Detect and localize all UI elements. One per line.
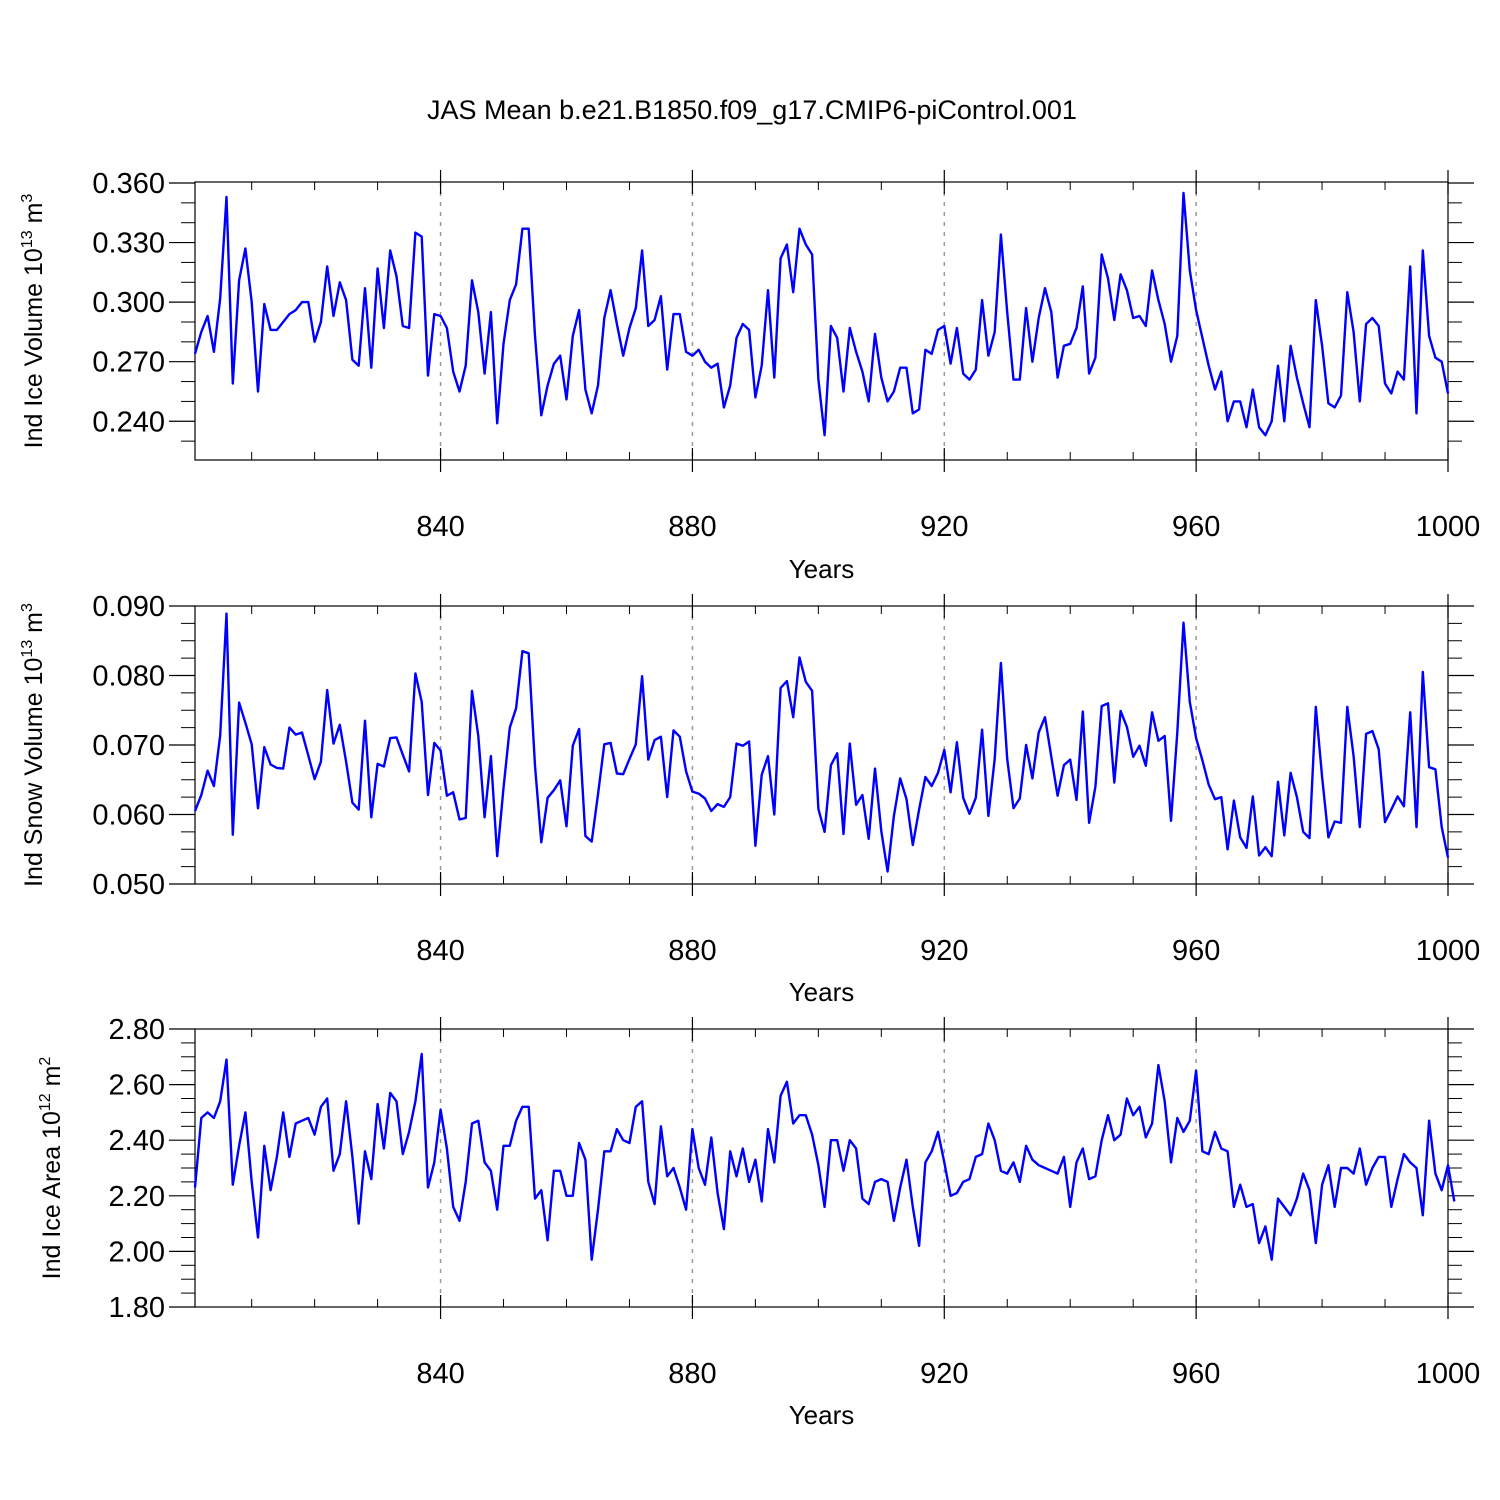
y-tick-label: 0.360	[92, 168, 165, 200]
y-tick-label: 2.80	[109, 1014, 165, 1046]
y-tick-label: 1.80	[109, 1292, 165, 1324]
x-tick-label: 1000	[1416, 935, 1481, 967]
y-tick-label: 2.20	[109, 1181, 165, 1213]
y-tick-label: 0.300	[92, 287, 165, 319]
x-tick-label: 880	[668, 511, 716, 543]
x-tick-label: 880	[668, 1358, 716, 1390]
series-line	[193, 1052, 1456, 1261]
plot-frame	[194, 1028, 1449, 1308]
x-tick-label: 1000	[1416, 511, 1481, 543]
x-axis-label: Years	[789, 1400, 855, 1430]
x-tick-label: 1000	[1416, 1358, 1481, 1390]
x-axis-label: Years	[789, 554, 855, 584]
y-tick-label: 0.090	[92, 591, 165, 623]
x-tick-label: 960	[1172, 935, 1220, 967]
y-tick-label: 0.060	[92, 800, 165, 832]
x-tick-label: 840	[416, 511, 464, 543]
panel-ice-volume: 840 880 920 960 1000 0.240 0.270 0.300 0.330 0.36…	[19, 168, 1480, 584]
x-tick-label: 920	[920, 935, 968, 967]
x-tick-label: 960	[1172, 511, 1220, 543]
y-axis-label: Ind Ice Volume 1013 m3	[19, 194, 48, 449]
y-tick-label: 2.60	[109, 1070, 165, 1102]
figure-title: JAS Mean b.e21.B1850.f09_g17.CMIP6-piCon…	[427, 95, 1077, 125]
y-tick-label: 0.330	[92, 228, 165, 260]
y-tick-label: 0.050	[92, 869, 165, 901]
x-tick-label: 920	[920, 1358, 968, 1390]
y-axis-label: Ind Ice Area 1012 m2	[37, 1057, 66, 1280]
x-tick-label: 880	[668, 935, 716, 967]
y-tick-label: 0.270	[92, 347, 165, 379]
series-line	[193, 191, 1450, 437]
x-tick-label: 840	[416, 935, 464, 967]
series-line	[193, 612, 1450, 873]
x-tick-label: 920	[920, 511, 968, 543]
panel-snow-volume: 840 880 920 960 1000 0.050 0.060 0.070 0.080 0.09…	[19, 591, 1480, 1007]
y-tick-label: 0.070	[92, 730, 165, 762]
x-tick-label: 840	[416, 1358, 464, 1390]
x-tick-label: 960	[1172, 1358, 1220, 1390]
y-axis-label: Ind Snow Volume 1013 m3	[19, 603, 48, 887]
y-tick-label: 0.080	[92, 661, 165, 693]
y-tick-label: 2.40	[109, 1125, 165, 1157]
plot-frame	[194, 605, 1449, 885]
x-axis-label: Years	[789, 977, 855, 1007]
y-tick-label: 2.00	[109, 1236, 165, 1268]
y-tick-label: 0.240	[92, 406, 165, 438]
panel-ice-area: 840 880 920 960 1000 1.80 2.00 2.20 2.40 2.60 2.80…	[37, 1014, 1480, 1430]
plot-frame	[194, 181, 1449, 461]
